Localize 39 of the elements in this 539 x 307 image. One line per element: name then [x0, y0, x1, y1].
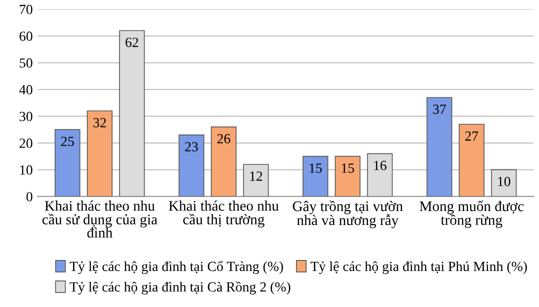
bar [243, 164, 269, 196]
data-label: 27 [465, 131, 478, 141]
bar [367, 153, 393, 196]
data-label: 10 [498, 176, 510, 186]
data-label: 12 [250, 172, 262, 181]
x-tick-label: Gây trồng tại vườn nhà và nương rẫy [292, 200, 403, 228]
bar [458, 124, 484, 196]
x-tick-label: Mong muốn được trồng rừng [420, 200, 524, 228]
legend-label: Tỷ lệ các hộ gia đình tại Phú Minh (%) [310, 261, 527, 274]
bar [210, 126, 236, 196]
bar [334, 156, 360, 196]
bar [302, 156, 328, 196]
data-label: 25 [61, 136, 74, 146]
x-tick-label: Khai thác theo nhu cầu thị trường [168, 200, 279, 228]
y-tick-label: 50 [20, 58, 32, 68]
data-label: 32 [93, 118, 106, 128]
data-label: 62 [126, 38, 138, 48]
bar [119, 30, 145, 196]
y-tick-label: 0 [26, 192, 32, 202]
y-tick-label: 30 [20, 112, 32, 122]
y-tick-label: 60 [20, 32, 32, 41]
data-label: 37 [433, 104, 446, 114]
y-tick-label: 20 [20, 138, 32, 148]
y-tick-label: 10 [20, 165, 32, 175]
legend-label: Tỷ lệ các hộ gia đình tại Cà Rồng 2 (%) [70, 281, 290, 294]
data-label: 15 [310, 164, 322, 173]
x-tick-label: Khai thác theo nhu cầu sử dụng của gia đình [42, 200, 158, 238]
bar [54, 129, 80, 196]
data-label: 16 [374, 160, 386, 170]
bar [426, 97, 452, 196]
y-tick-label: 70 [20, 4, 32, 14]
bar [491, 169, 517, 196]
data-label: 15 [342, 164, 354, 173]
y-tick-label: 40 [19, 85, 32, 94]
legend-label: Tỷ lệ các hộ gia đình tại Cổ Tràng (%) [70, 260, 283, 274]
data-label: 26 [217, 134, 230, 144]
bar [178, 134, 204, 196]
bar [86, 110, 113, 196]
data-label: 23 [185, 142, 198, 152]
